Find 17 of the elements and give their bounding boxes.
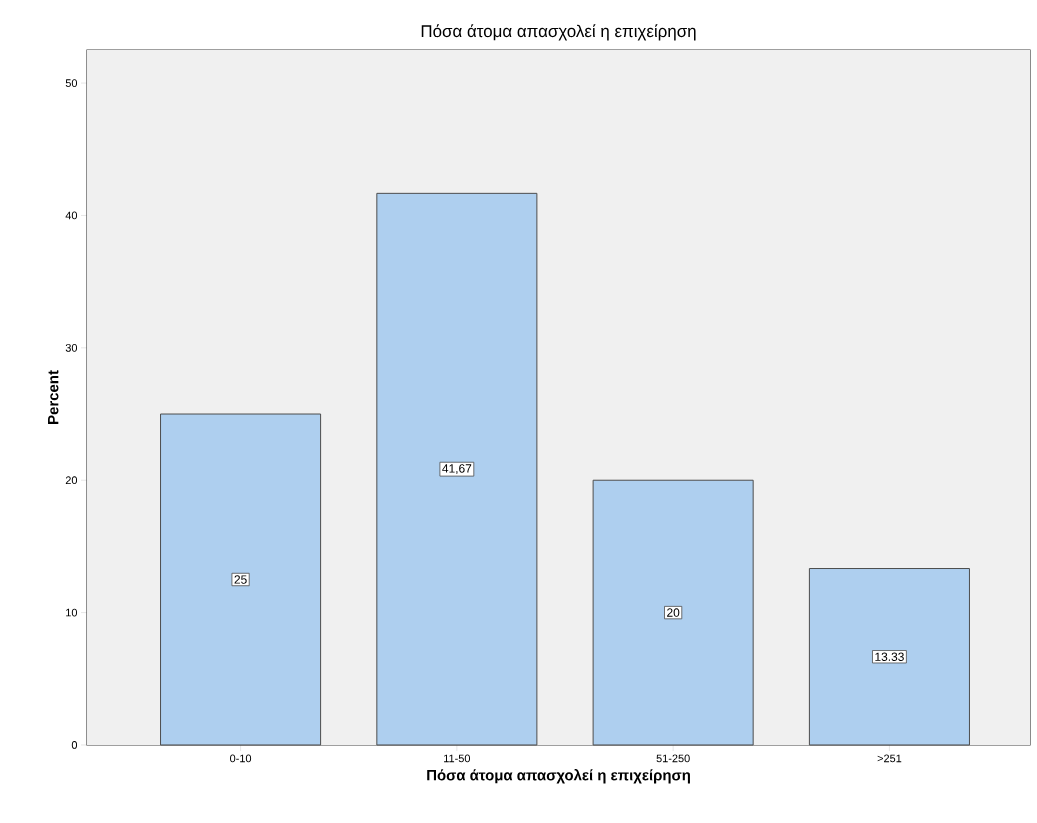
x-axis-title: Πόσα άτομα απασχολεί η επιχείρηση xyxy=(427,769,690,784)
x-tick-label: >251 xyxy=(877,754,902,763)
y-tick-label: 30 xyxy=(65,343,78,352)
data-label: 13.33 xyxy=(875,652,904,661)
x-tick-label: 0-10 xyxy=(230,754,252,763)
data-label: 41,67 xyxy=(442,464,472,475)
x-tick-label: 11-50 xyxy=(444,754,471,763)
y-tick-label: 0 xyxy=(71,741,78,749)
y-axis-title: Percent xyxy=(48,370,59,424)
data-label: 25 xyxy=(234,575,247,584)
chart-title: Πόσα άτομα απασχολεί η επιχείρηση xyxy=(421,24,696,41)
y-tick-label: 40 xyxy=(65,211,78,220)
data-label: 20 xyxy=(667,608,680,617)
y-tick-label: 10 xyxy=(66,608,78,617)
x-tick-label: 51-250 xyxy=(656,754,690,763)
y-tick-label: 20 xyxy=(65,476,78,485)
y-tick-label: 50 xyxy=(65,79,78,87)
